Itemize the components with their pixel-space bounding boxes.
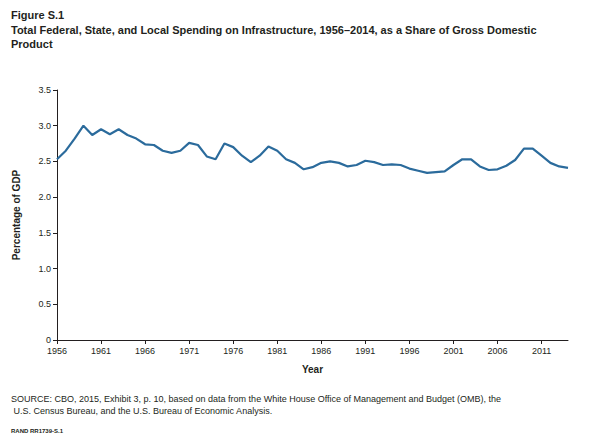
svg-text:1961: 1961 [91,346,111,356]
svg-text:2011: 2011 [532,346,551,356]
svg-text:SOURCE: CBO, 2015, Exhibit 3,: SOURCE: CBO, 2015, Exhibit 3, p. 10, bas… [11,394,501,404]
svg-text:1956: 1956 [47,346,67,356]
svg-text:1981: 1981 [267,346,287,356]
svg-text:1.0: 1.0 [38,264,51,274]
svg-text:1991: 1991 [355,346,375,356]
svg-text:2001: 2001 [443,346,463,356]
svg-text:Figure S.1: Figure S.1 [11,9,64,21]
svg-text:3.5: 3.5 [38,85,51,95]
svg-text:Total Federal, State, and Loca: Total Federal, State, and Local Spending… [11,24,540,36]
svg-text:U.S. Census Bureau, and the U.: U.S. Census Bureau, and the U.S. Bureau … [11,406,272,416]
svg-text:3.0: 3.0 [38,121,51,131]
svg-text:Percentage of GDP: Percentage of GDP [11,169,22,260]
svg-text:1996: 1996 [399,346,419,356]
svg-text:2.0: 2.0 [38,192,51,202]
svg-text:0: 0 [46,335,51,345]
svg-text:2.5: 2.5 [38,156,51,166]
svg-text:1971: 1971 [179,346,199,356]
svg-text:Product: Product [11,38,53,50]
svg-text:0.5: 0.5 [38,299,51,309]
svg-text:1976: 1976 [223,346,243,356]
svg-text:Year: Year [302,364,323,375]
svg-text:RAND RR1739-S.1: RAND RR1739-S.1 [11,428,64,434]
svg-text:2006: 2006 [488,346,508,356]
svg-text:1966: 1966 [135,346,155,356]
svg-text:1986: 1986 [311,346,331,356]
svg-text:1.5: 1.5 [38,228,51,238]
